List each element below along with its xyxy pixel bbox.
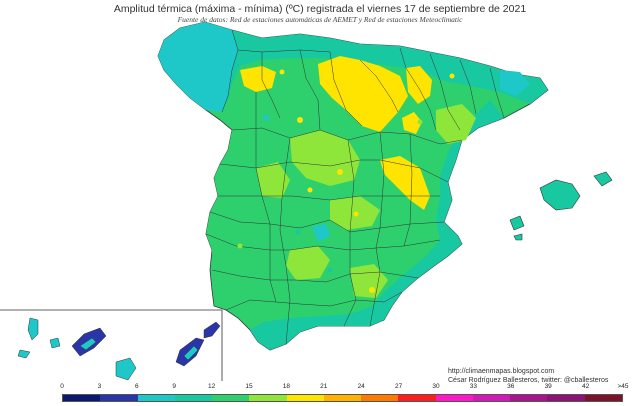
legend-tick-label: 39	[544, 383, 552, 390]
mediterranean-coast-zone	[250, 100, 504, 350]
legend-tick-label: 42	[581, 383, 590, 390]
canary-islands	[17, 317, 221, 381]
aragon-moderate-zone	[436, 104, 476, 144]
center-moderate-zone-2	[256, 162, 290, 198]
mallorca	[539, 179, 581, 211]
map-title: Amplitud térmica (máxima - mínima) (ºC) …	[113, 3, 527, 15]
fuerteventura-center	[183, 345, 199, 361]
legend-swatch	[361, 395, 399, 401]
south-moderate-zone	[286, 246, 330, 280]
legend-swatch	[323, 395, 362, 401]
province-borders	[205, 29, 505, 345]
legend-tick-label: >45	[617, 383, 629, 390]
legend-tick-label: 33	[469, 383, 478, 390]
gran-canaria	[115, 357, 137, 381]
credits: http://climaenmapas.blogspot.com César R…	[448, 367, 608, 385]
legend-tick-label: 3	[97, 383, 102, 390]
el-hierro	[17, 349, 31, 359]
canary-inset-frame	[0, 309, 223, 381]
andalucia-moderate-zone	[350, 264, 388, 298]
aragon-warm-zone	[406, 66, 432, 104]
legend-color-bar	[62, 394, 623, 402]
legend-tick-label: 0	[60, 383, 64, 390]
legend-swatch	[472, 395, 511, 401]
cuenca-warm-zone	[380, 156, 430, 210]
legend-swatch	[435, 395, 473, 401]
legend-swatch	[212, 395, 250, 401]
sierra-cool-zone	[312, 224, 330, 242]
legend-swatch	[398, 395, 436, 401]
lanzarote	[203, 321, 221, 339]
legend-tick-label: 30	[432, 383, 440, 390]
legend-tick-label: 6	[134, 383, 139, 390]
legend-swatch	[100, 395, 138, 401]
legend-swatch	[584, 395, 622, 401]
map-subtitle: Fuente de datos: Red de estaciones autom…	[177, 15, 463, 24]
formentera	[513, 233, 523, 241]
soria-warm-zone	[402, 112, 422, 134]
legend-tick-label: 9	[172, 383, 176, 390]
menorca	[593, 171, 613, 187]
legend-tick-label: 24	[357, 383, 365, 390]
legend-swatch	[510, 395, 548, 401]
legend-swatch	[249, 395, 287, 401]
legend-tick-label: 12	[207, 383, 216, 390]
castilla-leon-warm-zone	[318, 56, 408, 132]
ibiza	[509, 215, 525, 231]
station-spots	[237, 69, 455, 293]
legend-swatch	[137, 395, 175, 401]
legend-swatch	[63, 395, 101, 401]
legend-ticks: 0 3 6 9 12 15 18 21 24 27 30 33 36 39 42 >45	[0, 383, 640, 393]
legend-swatch	[547, 395, 585, 401]
legend-tick-label: 21	[320, 383, 328, 390]
western-border-zone	[206, 130, 246, 270]
legend-tick-label: 18	[282, 383, 291, 390]
galicia-zone	[158, 22, 238, 112]
legend-tick-label: 15	[245, 383, 253, 390]
credits-author: César Rodríguez Ballesteros, twitter: @c…	[448, 377, 609, 384]
leon-warm-zone	[240, 66, 276, 92]
pyrenees-cool-zone	[500, 70, 530, 96]
legend-tick-label: 27	[394, 383, 403, 390]
legend-swatch	[286, 395, 324, 401]
la-palma	[27, 317, 39, 341]
la-gomera	[49, 337, 61, 349]
north-coast-zone	[158, 22, 548, 112]
tenerife-center	[79, 337, 97, 351]
legend-swatch	[174, 395, 213, 401]
credits-url[interactable]: http://climaenmapas.blogspot.com	[448, 368, 555, 375]
legend-tick-label: 36	[507, 383, 515, 390]
